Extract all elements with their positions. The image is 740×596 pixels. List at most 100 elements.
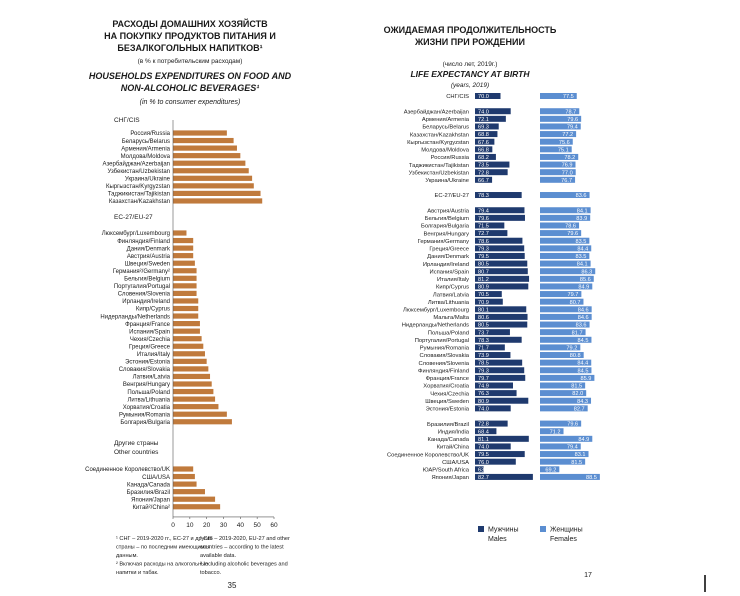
female-bar <box>540 367 592 374</box>
food-bar <box>173 183 254 189</box>
category-label: Украина/Ukraine <box>125 177 171 183</box>
female-value-label: 85.6 <box>580 277 591 283</box>
food-bar <box>173 381 212 387</box>
male-value-label: 74.0 <box>478 109 489 115</box>
male-bar <box>475 237 523 244</box>
male-bar <box>475 428 497 435</box>
female-value-label: 75.1 <box>558 147 569 153</box>
male-value-label: 81.1 <box>478 437 489 443</box>
male-bar <box>475 176 493 183</box>
male-bar <box>475 367 525 374</box>
male-bar <box>475 268 528 275</box>
female-value-label: 84.6 <box>578 307 589 313</box>
male-value-label: 73.5 <box>478 163 489 169</box>
legend-label-male: Мужчины <box>488 527 519 534</box>
footnote-en: ² Including alcoholic beverages and <box>200 562 288 568</box>
category-label: Кипр/Cyprus <box>436 285 469 291</box>
category-label: Казахстан/Kazakhstan <box>410 132 469 138</box>
x-tick-label: 60 <box>270 522 278 529</box>
male-value-label: 76.0 <box>478 460 489 466</box>
food-bar <box>173 253 194 259</box>
category-label: Венгрия/Hungary <box>123 382 170 388</box>
chart-subtitle-ru: (в % к потребительским расходам) <box>138 57 243 65</box>
legend-label-female: Females <box>550 536 577 543</box>
category-label: Литва/Lithuania <box>428 300 470 306</box>
male-bar <box>475 214 525 221</box>
female-bar <box>540 138 573 145</box>
life-expectancy-panel: ОЖИДАЕМАЯ ПРОДОЛЖИТЕЛЬНОСТЬ ЖИЗНИ ПРИ РОЖ… <box>384 25 600 579</box>
category-label: Ирландия/Ireland <box>122 299 170 305</box>
female-bar <box>540 115 582 122</box>
male-bar <box>475 458 516 465</box>
category-label: Польша/Poland <box>428 330 469 336</box>
food-bar <box>173 351 205 357</box>
category-label: Бельгия/Belgium <box>124 277 170 283</box>
category-label: Эстония/Estonia <box>125 360 171 366</box>
category-label: Кыргызстан/Kyrgyzstan <box>106 184 170 190</box>
female-value-label: 83.9 <box>576 216 587 222</box>
food-bar <box>173 168 249 174</box>
male-bar <box>475 329 510 336</box>
female-value-label: 83.6 <box>576 193 587 199</box>
food-bar <box>173 198 263 204</box>
female-value-label: 84.3 <box>577 399 588 405</box>
food-bar <box>173 366 209 372</box>
x-tick-label: 10 <box>186 522 194 529</box>
female-value-label: 83.5 <box>575 254 586 260</box>
female-value-label: 69.2 <box>545 467 556 473</box>
category-label: Казахстан/Kazakhstan <box>109 199 170 205</box>
male-value-label: 68.2 <box>478 155 489 161</box>
male-value-label: 79.3 <box>478 368 489 374</box>
category-label: Словения/Slovenia <box>118 292 171 298</box>
male-value-label: 81.2 <box>478 277 489 283</box>
female-value-label: 77.0 <box>562 170 573 176</box>
category-label: Австрия/Austria <box>427 208 469 214</box>
chart-title-ru: ЖИЗНИ ПРИ РОЖДЕНИИ <box>414 37 525 47</box>
male-bar <box>475 230 508 237</box>
female-value-label: 76.7 <box>561 178 572 184</box>
female-bar <box>540 336 592 343</box>
food-bar <box>173 496 216 502</box>
category-label: Мальта/Malta <box>433 315 469 321</box>
female-bar <box>540 390 587 397</box>
female-bar <box>540 245 592 252</box>
group-label: ЕС-27/EU-27 <box>114 214 153 221</box>
food-bar <box>173 481 197 487</box>
category-label: Словения/Slovenia <box>418 361 469 367</box>
female-value-label: 83.1 <box>575 452 586 458</box>
male-value-label: 68.4 <box>478 429 489 435</box>
footnote-ru: ¹ СНГ – 2019-2020 гг., ЕС-27 и другие <box>116 536 213 542</box>
category-label: Кипр/Cyprus <box>136 307 170 313</box>
male-value-label: 80.9 <box>478 285 489 291</box>
category-label: Таджикистан/Tajikistan <box>409 163 469 169</box>
female-bar <box>540 283 593 290</box>
female-bar <box>540 207 591 214</box>
male-value-label: 74.0 <box>478 445 489 451</box>
food-bar <box>173 313 199 319</box>
category-label: Австрия/Austria <box>127 254 171 260</box>
male-bar <box>475 138 495 145</box>
male-value-label: 82.7 <box>478 475 489 481</box>
category-label: Канада/Canada <box>427 437 469 443</box>
female-value-label: 71.2 <box>550 429 561 435</box>
male-value-label: 63.4 <box>478 467 489 473</box>
male-bar <box>475 260 528 267</box>
category-label: Узбекистан/Uzbekistan <box>107 169 170 175</box>
footnote-ru: данным. <box>116 553 138 559</box>
category-label: Соединенное Королевство/UK <box>85 467 170 473</box>
category-label: Франция/France <box>125 322 171 328</box>
male-value-label: 71.5 <box>478 224 489 230</box>
category-label: Хорватия/Croatia <box>123 405 171 411</box>
food-bar <box>173 328 200 334</box>
female-bar <box>540 131 577 138</box>
female-value-label: 77.5 <box>563 94 574 100</box>
food-bar <box>173 283 197 289</box>
female-bar <box>540 169 576 176</box>
female-bar <box>540 260 591 267</box>
female-value-label: 79.4 <box>567 125 578 131</box>
female-value-label: 83.5 <box>575 239 586 245</box>
female-value-label: 79.6 <box>567 422 578 428</box>
food-bar <box>173 160 246 166</box>
category-label: Дания/Denmark <box>427 254 469 260</box>
